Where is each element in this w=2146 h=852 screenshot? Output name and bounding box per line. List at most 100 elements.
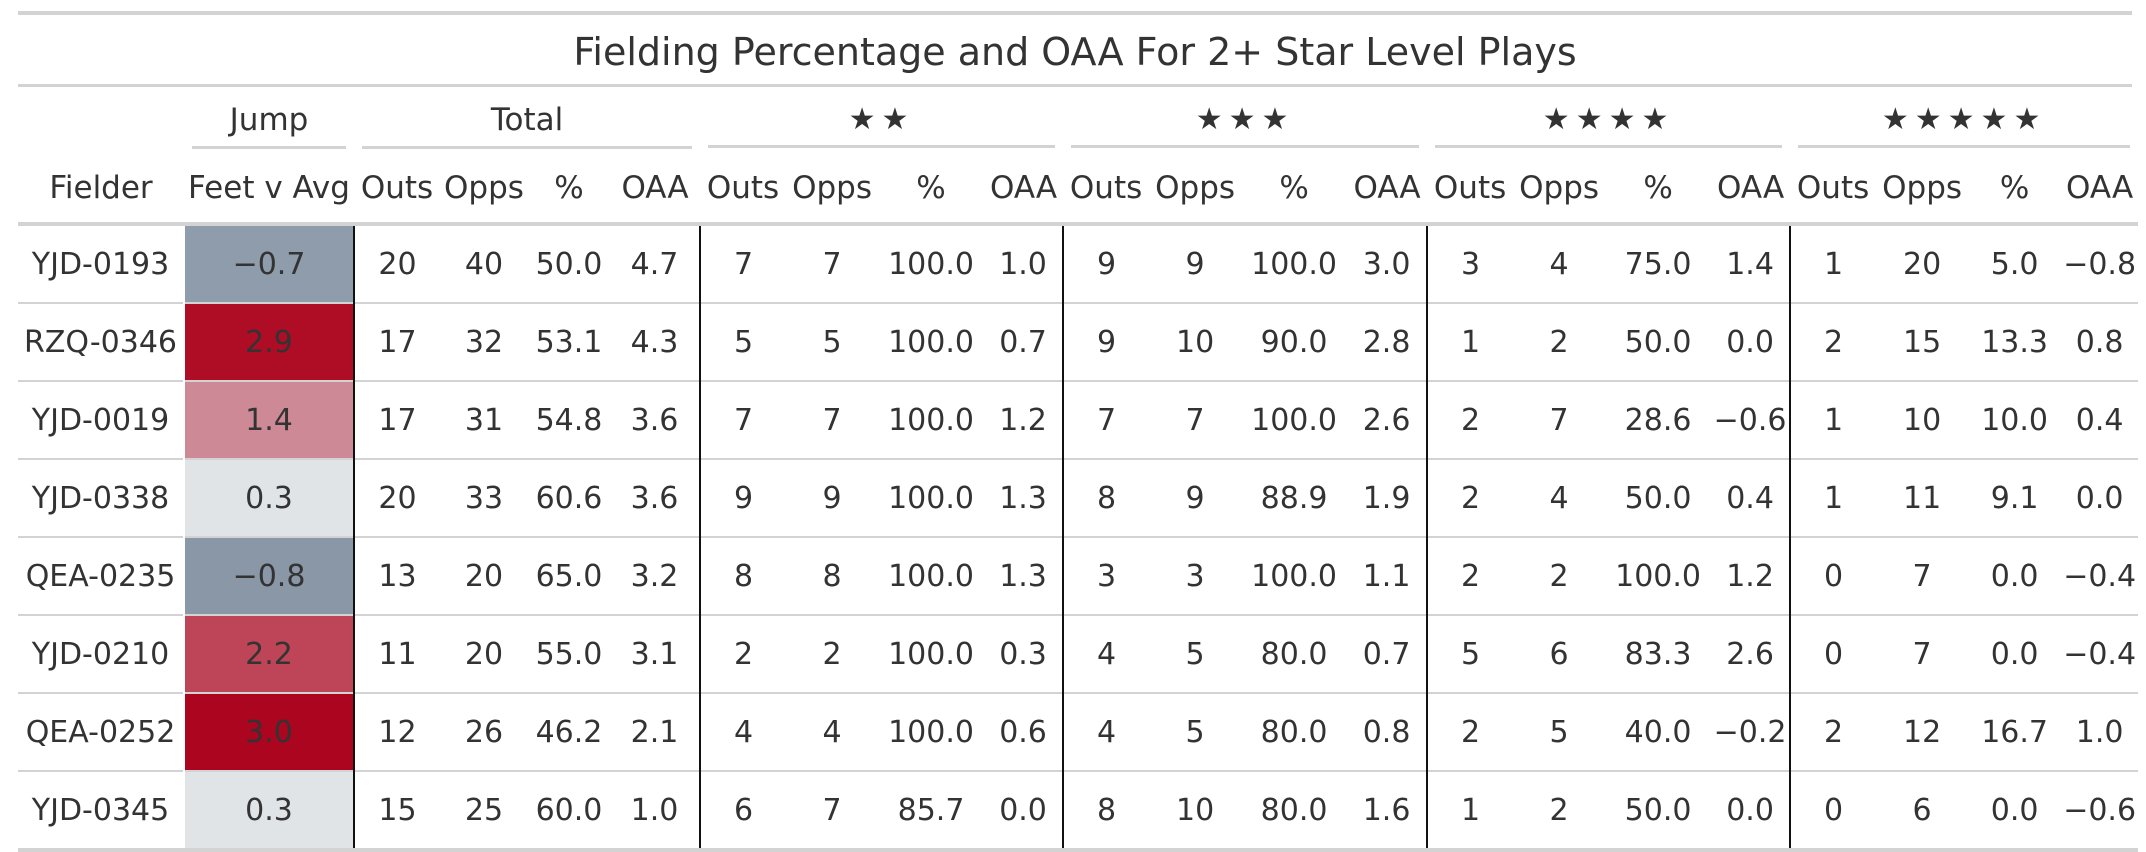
total-oaa-cell: 3.2 bbox=[610, 536, 701, 615]
s4-opps-cell: 6 bbox=[1513, 614, 1606, 693]
s2-oaa-cell: 0.3 bbox=[984, 614, 1064, 693]
s5-oaa-cell: 1.0 bbox=[2061, 692, 2139, 771]
total-outs-cell: 20 bbox=[378, 246, 417, 282]
s3-oaa-cell: 2.8 bbox=[1347, 302, 1428, 381]
table-row: RZQ-0346 2.9 17 32 53.1 4.3 5 5 100.0 0.7 9 10 90.0 2… bbox=[18, 302, 2139, 381]
s4-outs-cell: 2 bbox=[1426, 380, 1514, 459]
total-outs-cell: 17 bbox=[354, 302, 440, 381]
spanner-two-star: ★★ bbox=[700, 96, 1063, 154]
s2-oaa-cell: 1.0 bbox=[999, 246, 1047, 282]
jump-cell: 1.4 bbox=[183, 380, 355, 459]
total-outs-cell: 11 bbox=[354, 614, 440, 693]
s5-pct-cell: 0.0 bbox=[1968, 770, 2062, 852]
s2-outs-cell: 4 bbox=[699, 692, 787, 771]
total-pct-cell: 53.1 bbox=[528, 302, 610, 381]
s3-pct-cell: 100.0 bbox=[1241, 536, 1348, 615]
s5-oaa-cell: −0.8 bbox=[2063, 246, 2137, 282]
total-opps-cell: 20 bbox=[440, 536, 528, 615]
col-total-pct: % bbox=[528, 154, 610, 226]
s4-opps-cell: 4 bbox=[1549, 246, 1569, 282]
jump-cell: 0.3 bbox=[183, 458, 355, 537]
s5-opps-cell: 15 bbox=[1876, 302, 1969, 381]
col-s2-outs: Outs bbox=[700, 154, 787, 226]
total-outs-cell: 17 bbox=[354, 380, 440, 459]
s2-outs-cell: 6 bbox=[699, 770, 787, 852]
s5-oaa-cell: −0.4 bbox=[2061, 614, 2139, 693]
col-s5-pct: % bbox=[1968, 154, 2062, 226]
s3-outs-cell: 9 bbox=[1062, 224, 1150, 303]
s3-oaa-cell: 3.0 bbox=[1362, 246, 1411, 282]
spanner-row: Jump Total ★★ ★★★ ★★★★ ★★★★★ bbox=[18, 96, 2138, 154]
total-opps-cell: 25 bbox=[440, 770, 528, 852]
table-row: QEA-0235 −0.8 13 20 65.0 3.2 8 8 100.0 1.3 3 3 100.0… bbox=[18, 536, 2139, 615]
table-title: Fielding Percentage and OAA For 2+ Star … bbox=[573, 30, 1577, 74]
total-pct-cell: 54.8 bbox=[528, 380, 610, 459]
s5-outs-cell: 0 bbox=[1789, 536, 1877, 615]
s3-pct-cell: 100.0 bbox=[1241, 380, 1348, 459]
s4-opps-cell: 2 bbox=[1513, 302, 1606, 381]
s2-oaa-cell: 1.3 bbox=[984, 536, 1064, 615]
s3-opps-cell: 10 bbox=[1149, 770, 1242, 852]
col-total-outs: Outs bbox=[354, 154, 440, 226]
s2-pct-cell: 85.7 bbox=[878, 770, 985, 852]
total-oaa-cell: 4.7 bbox=[630, 246, 679, 282]
s5-opps-cell: 6 bbox=[1876, 770, 1969, 852]
col-s3-outs: Outs bbox=[1063, 154, 1150, 226]
s4-pct-cell: 40.0 bbox=[1605, 692, 1712, 771]
table-row: YJD-0019 1.4 17 31 54.8 3.6 7 7 100.0 1.2 7 7 100.0 2… bbox=[18, 380, 2139, 459]
total-opps-cell: 20 bbox=[440, 614, 528, 693]
s3-opps-cell: 5 bbox=[1149, 692, 1242, 771]
col-total-opps: Opps bbox=[440, 154, 528, 226]
s2-outs-cell: 7 bbox=[699, 380, 787, 459]
total-oaa-cell: 3.6 bbox=[610, 380, 701, 459]
s3-oaa-cell: 1.6 bbox=[1347, 770, 1428, 852]
s4-oaa-cell: 0.0 bbox=[1711, 770, 1791, 852]
s5-oaa-cell: −0.6 bbox=[2061, 770, 2139, 852]
s5-opps-cell: 12 bbox=[1876, 692, 1969, 771]
s5-oaa-cell: 0.0 bbox=[2061, 458, 2139, 537]
s4-oaa-cell: 0.4 bbox=[1711, 458, 1791, 537]
s2-oaa-cell: 1.3 bbox=[984, 458, 1064, 537]
fielder-cell: YJD-0019 bbox=[18, 380, 184, 459]
s3-oaa-cell: 0.7 bbox=[1347, 614, 1428, 693]
s2-pct-cell: 100.0 bbox=[878, 614, 985, 693]
s5-opps-cell: 7 bbox=[1876, 536, 1969, 615]
s4-pct-cell: 83.3 bbox=[1605, 614, 1712, 693]
s4-pct-cell: 50.0 bbox=[1605, 458, 1712, 537]
jump-cell: 0.3 bbox=[183, 770, 355, 852]
s4-pct-cell: 28.6 bbox=[1605, 380, 1712, 459]
s5-pct-cell: 0.0 bbox=[1968, 536, 2062, 615]
total-outs-cell: 20 bbox=[354, 458, 440, 537]
s5-oaa-cell: 0.8 bbox=[2061, 302, 2139, 381]
s5-outs-cell: 0 bbox=[1789, 770, 1877, 852]
s2-opps-cell: 4 bbox=[786, 692, 879, 771]
total-opps-cell: 40 bbox=[464, 246, 504, 282]
s2-opps-cell: 7 bbox=[786, 380, 879, 459]
s3-pct-cell: 80.0 bbox=[1241, 614, 1348, 693]
table-row: YJD-0210 2.2 11 20 55.0 3.1 2 2 100.0 0.3 4 5 80.0 0.… bbox=[18, 614, 2139, 693]
spanner-total: Total bbox=[354, 96, 700, 154]
col-total-oaa: OAA bbox=[610, 154, 701, 226]
s4-opps-cell: 5 bbox=[1513, 692, 1606, 771]
spanner-four-star: ★★★★ bbox=[1427, 96, 1790, 154]
s2-oaa-cell: 0.0 bbox=[984, 770, 1064, 852]
col-s3-opps: Opps bbox=[1149, 154, 1242, 226]
col-fielder: Fielder bbox=[18, 154, 184, 226]
s4-opps-cell: 2 bbox=[1513, 536, 1606, 615]
total-pct-cell: 55.0 bbox=[528, 614, 610, 693]
total-oaa-cell: 2.1 bbox=[610, 692, 701, 771]
s3-outs-cell: 9 bbox=[1062, 302, 1150, 381]
total-outs-cell: 15 bbox=[354, 770, 440, 852]
total-oaa-cell: 3.6 bbox=[610, 458, 701, 537]
s3-opps-cell: 9 bbox=[1149, 458, 1242, 537]
total-opps-cell: 32 bbox=[440, 302, 528, 381]
total-opps-cell: 33 bbox=[440, 458, 528, 537]
s2-pct-cell: 100.0 bbox=[878, 692, 985, 771]
s3-opps-cell: 3 bbox=[1149, 536, 1242, 615]
table-row: YJD-0193 −0.7 20 40 50.0 4.7 7 7 100.0 1.0 9 9 100.0… bbox=[18, 224, 2138, 303]
s5-outs-cell: 2 bbox=[1789, 302, 1877, 381]
s3-oaa-cell: 0.8 bbox=[1347, 692, 1428, 771]
spanner-blank bbox=[18, 96, 184, 154]
total-oaa-cell: 4.3 bbox=[610, 302, 701, 381]
total-oaa-cell: 1.0 bbox=[610, 770, 701, 852]
